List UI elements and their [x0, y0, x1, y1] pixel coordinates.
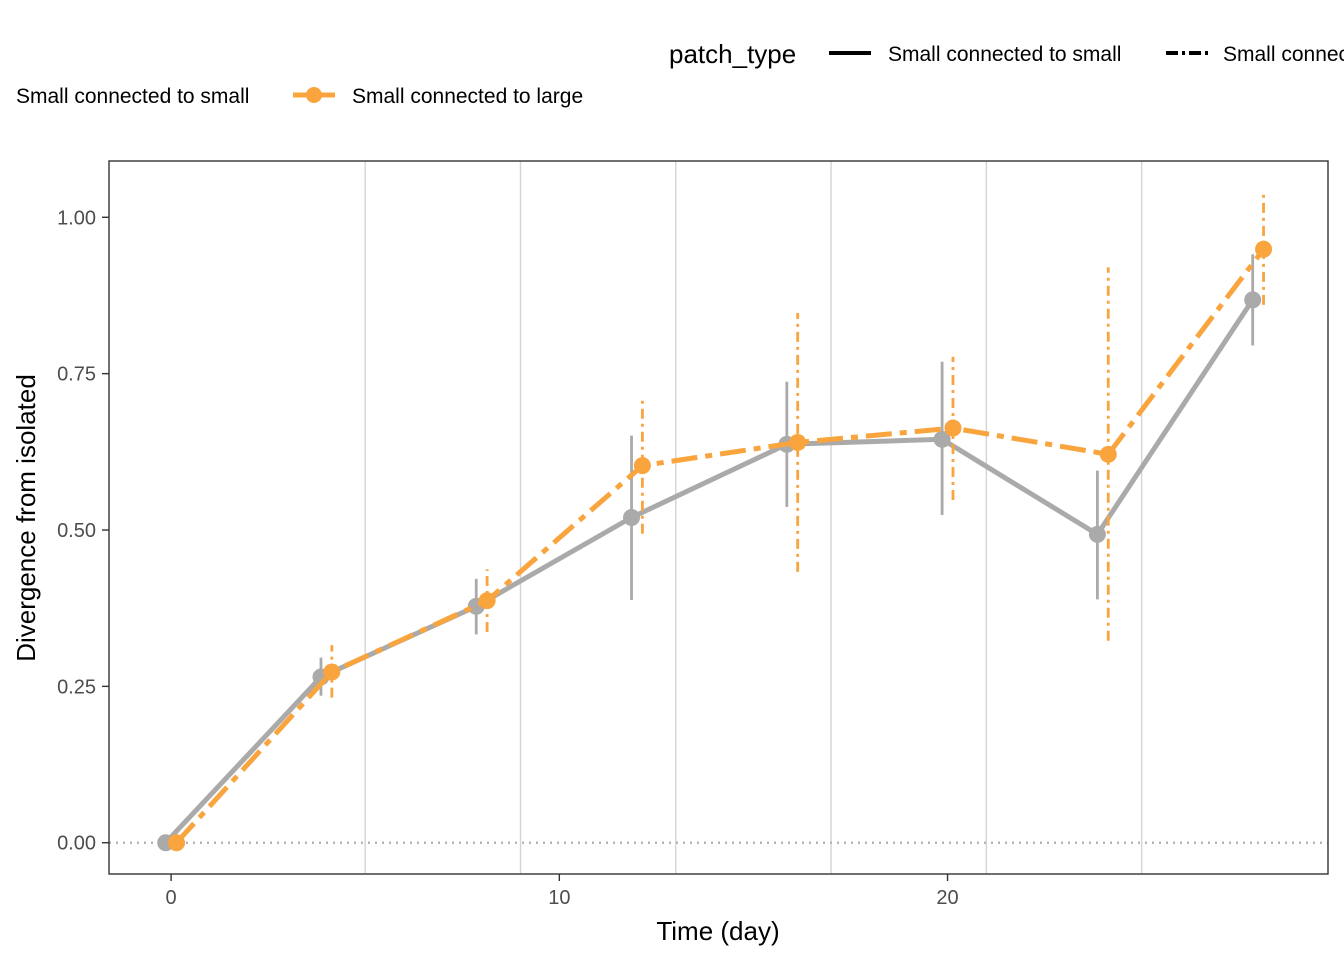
y-tick-label: 1.00 — [57, 207, 96, 229]
data-point — [168, 834, 186, 852]
series-group — [157, 254, 1262, 852]
data-point — [1088, 525, 1106, 543]
series-line — [163, 298, 1255, 845]
legend-title: patch_type — [669, 39, 796, 69]
data-point — [1255, 240, 1273, 258]
legend-label: Small connected to small — [888, 43, 1121, 66]
series-line — [174, 247, 1266, 845]
panel-border — [108, 160, 1329, 875]
data-point — [789, 433, 807, 451]
x-tick-label: 10 — [548, 887, 570, 909]
x-tick-label: 0 — [166, 887, 177, 909]
y-tick-label: 0.00 — [57, 833, 96, 855]
legend-label: Small connected to small — [1223, 43, 1344, 66]
y-axis-label: Divergence from isolated — [11, 374, 41, 662]
data-point — [1099, 445, 1117, 463]
legend: patch_type Small connected to small Smal… — [16, 39, 1344, 108]
data-point — [944, 419, 962, 437]
x-tick-label: 20 — [936, 887, 958, 909]
data-point — [633, 457, 651, 475]
data-point — [623, 509, 641, 526]
legend-label: Small connected to large — [352, 85, 583, 108]
legend-key-orange-point — [306, 87, 322, 103]
y-tick-label: 0.25 — [57, 676, 96, 698]
y-tick-label: 0.50 — [57, 520, 96, 542]
data-point — [1244, 291, 1262, 309]
y-tick-label: 0.75 — [57, 364, 96, 386]
data-point — [323, 663, 341, 681]
series-group — [168, 192, 1273, 852]
x-axis-label: Time (day) — [656, 916, 779, 946]
data-point — [933, 430, 951, 448]
data-point — [478, 592, 496, 610]
plot-area: 0.00 0.25 0.50 0.75 1.00 0 10 20 — [57, 160, 1329, 909]
legend-label: Small connected to small — [16, 85, 249, 108]
